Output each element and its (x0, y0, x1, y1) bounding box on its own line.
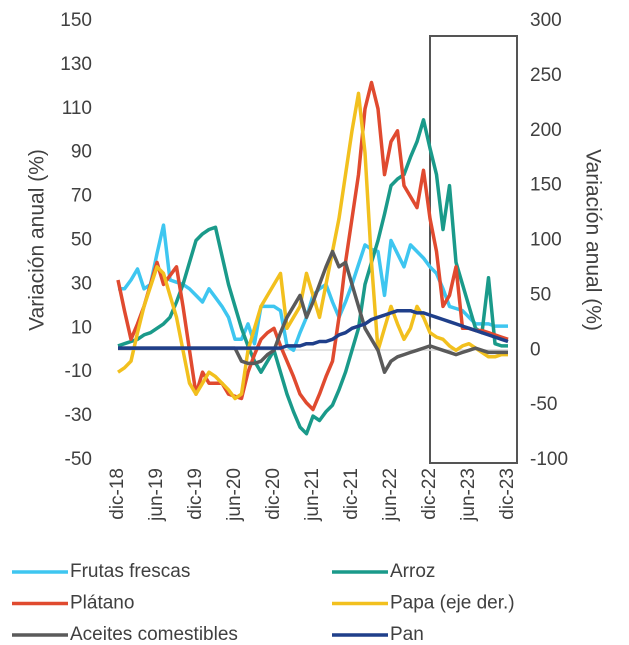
legend-label: Pan (390, 624, 424, 645)
y-axis-label: Variación anual (%) (26, 149, 49, 331)
highlight-box (429, 35, 518, 464)
y-tick-label: 130 (60, 54, 92, 75)
x-tick-label: dic-22 (419, 468, 440, 520)
legend-label: Aceites comestibles (70, 624, 238, 645)
y-tick-label: -10 (65, 361, 92, 382)
y-tick-label: 30 (71, 273, 92, 294)
legend-label: Plátano (70, 593, 134, 614)
series-line (117, 91, 508, 401)
x-tick-label: dic-20 (263, 468, 284, 520)
legend-label: Papa (eje der.) (390, 593, 515, 614)
x-tick-label: jun-20 (224, 468, 245, 522)
y-tick-label: 10 (71, 317, 92, 338)
x-tick-label: jun-21 (302, 468, 323, 522)
y2-tick-label: 150 (530, 175, 562, 196)
x-tick-label: jun-19 (146, 468, 167, 522)
y2-tick-label: 200 (530, 120, 562, 141)
y-tick-label: 50 (71, 230, 92, 251)
y2-tick-label: 100 (530, 230, 562, 251)
y2-tick-label: -50 (530, 394, 557, 415)
legend-label: Frutas frescas (70, 561, 190, 582)
x-tick-label: dic-21 (341, 468, 362, 520)
series-line (117, 118, 508, 436)
y2-tick-label: 300 (530, 10, 562, 31)
y-tick-label: 110 (62, 98, 92, 119)
y-tick-label: -50 (65, 449, 92, 470)
y-tick-label: 90 (71, 142, 92, 163)
x-tick-label: jun-23 (458, 468, 479, 522)
series-line (118, 308, 509, 350)
y2-axis-label: Variación anual (%) (581, 149, 604, 331)
y-tick-label: 70 (71, 186, 92, 207)
legend-label: Arroz (390, 561, 435, 582)
y-tick-label: 150 (60, 10, 92, 31)
x-tick-label: dic-18 (107, 468, 128, 520)
x-tick-label: dic-23 (497, 468, 518, 520)
y2-tick-label: 250 (530, 65, 562, 86)
x-tick-label: dic-19 (185, 468, 206, 520)
series-line (116, 80, 509, 412)
y2-tick-label: -100 (530, 449, 568, 470)
y2-tick-label: 0 (530, 339, 541, 360)
x-tick-label: jun-22 (380, 468, 401, 522)
y2-tick-label: 50 (530, 284, 551, 305)
y-tick-label: -30 (65, 405, 92, 426)
